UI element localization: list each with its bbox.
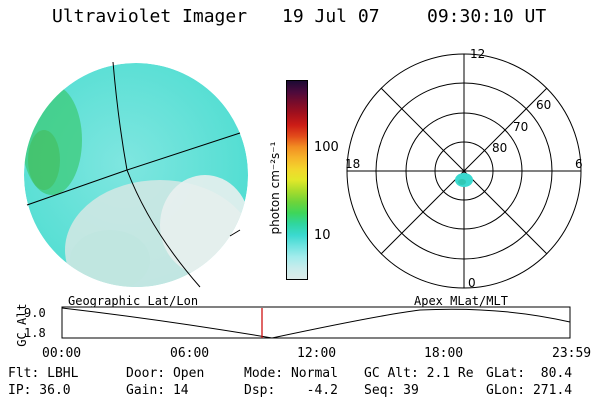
- polar-ring-80: [434, 141, 494, 201]
- timeline-xtick-0600: 06:00: [170, 346, 210, 361]
- lat-line: [26, 132, 241, 206]
- timeline-ytick-high: 9.0: [24, 306, 46, 320]
- status-gain: Gain: 14: [126, 383, 189, 398]
- status-glon: GLon: 271.4: [486, 383, 573, 398]
- timeline-right-title: Apex MLat/MLT: [414, 294, 508, 308]
- colorbar: [286, 80, 308, 280]
- terminator-mark: [229, 229, 241, 237]
- status-seq: Seq: 39: [364, 383, 419, 398]
- altitude-curve: [61, 307, 571, 339]
- mlt-label-18: 18: [345, 157, 361, 171]
- lat-label-60: 60: [536, 98, 552, 112]
- timeline-xtick-2359: 23:59: [552, 346, 592, 361]
- lat-label-80: 80: [492, 141, 508, 155]
- mlt-label-6: 6: [575, 157, 583, 171]
- status-ip: IP: 36.0: [8, 383, 71, 398]
- polar-ring-outer: [346, 53, 582, 289]
- timeline-xtick-0000: 00:00: [42, 346, 82, 361]
- uv-image-disc: [24, 63, 248, 287]
- app-title: Ultraviolet Imager: [52, 6, 248, 27]
- timeline-xtick-1200: 12:00: [297, 346, 337, 361]
- status-filter: Flt: LBHL: [8, 366, 79, 381]
- polar-ring-70: [405, 112, 523, 230]
- auroral-spot: [455, 173, 473, 187]
- lat-label-70: 70: [513, 120, 529, 134]
- image-time: 09:30:10 UT: [427, 6, 547, 27]
- polar-ring-60: [375, 82, 553, 260]
- status-door: Door: Open: [126, 366, 205, 381]
- status-dsp: Dsp: -4.2: [244, 383, 338, 398]
- polar-diagonal-1: [380, 87, 548, 255]
- status-mode: Mode: Normal: [244, 366, 338, 381]
- image-date: 19 Jul 07: [282, 6, 380, 27]
- colorbar-unit-label: photon cm⁻²s⁻¹: [268, 141, 282, 235]
- colorbar-tick-10: 10: [314, 228, 331, 243]
- timeline-left-title: Geographic Lat/Lon: [68, 294, 199, 308]
- mlt-label-0: 0: [468, 276, 476, 290]
- timeline-frame: [61, 306, 571, 339]
- polar-diagonal-2: [380, 87, 548, 255]
- colorbar-tick-100: 100: [314, 140, 339, 155]
- colorbar-gradient: [287, 81, 307, 279]
- status-glat: GLat: 80.4: [486, 366, 573, 381]
- mlt-label-12: 12: [470, 47, 486, 61]
- timeline-ytick-low: 1.8: [24, 326, 46, 340]
- status-gc-alt: GC Alt: 2.1 Re: [364, 366, 474, 381]
- timeline-xtick-1800: 18:00: [424, 346, 464, 361]
- lon-line: [112, 61, 201, 288]
